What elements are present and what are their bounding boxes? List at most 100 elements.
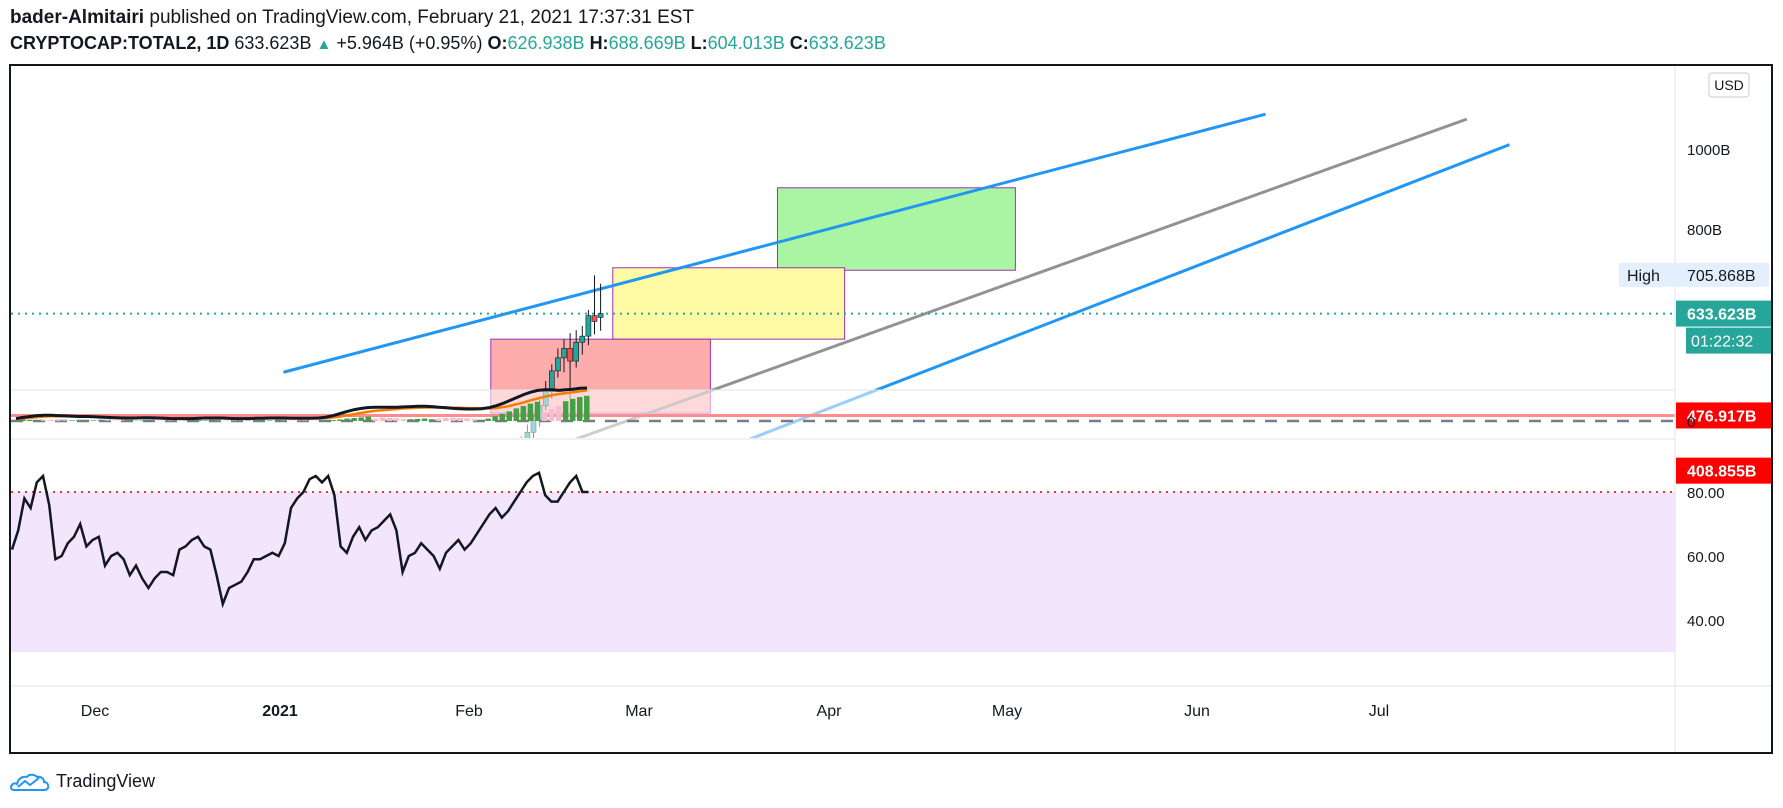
macd-histogram-bar	[139, 420, 146, 421]
macd-histogram-bar	[27, 419, 33, 421]
chart-canvas[interactable]: USD 1000B 800B High 705.868B 633.623B 01:22:32…	[11, 66, 1771, 752]
macd-line	[15, 386, 588, 421]
macd-histogram-bar	[393, 418, 400, 421]
candle-body	[513, 457, 518, 463]
support-label-1: 476.917B	[1687, 408, 1756, 425]
macd-histogram-bar	[428, 419, 435, 421]
tradingview-brand[interactable]: TradingView	[10, 770, 155, 792]
rsi-tick-label: 60.00	[1687, 549, 1725, 566]
symbol-label[interactable]: CRYPTOCAP:TOTAL2, 1D	[10, 33, 230, 53]
countdown-tag	[1686, 327, 1771, 354]
macd-histogram-bar	[224, 420, 230, 421]
macd-histogram-bar	[330, 420, 336, 421]
macd-histogram-bar	[414, 418, 421, 421]
macd-histogram-bar	[203, 420, 209, 421]
macd-histogram-bar	[189, 420, 195, 421]
up-arrow-icon: ▲	[316, 36, 332, 53]
candle-body	[555, 357, 561, 372]
macd-histogram-bar	[534, 401, 541, 421]
macd-pane-bg	[11, 390, 1675, 438]
macd-histogram-bar	[443, 418, 449, 421]
candle	[513, 451, 518, 470]
candle	[561, 339, 567, 373]
candle-body	[519, 441, 524, 457]
macd-histogram-bar	[34, 420, 40, 421]
macd-histogram-bar	[513, 408, 520, 421]
candle-body	[597, 313, 604, 318]
candle-body	[585, 315, 592, 337]
macd-histogram-bar	[196, 420, 202, 421]
last-price-tag	[1676, 300, 1771, 327]
brand-name: TradingView	[56, 770, 156, 791]
channel-upper-line	[283, 112, 1266, 374]
candle	[555, 348, 561, 378]
candle-body	[591, 315, 598, 322]
macd-histogram-bar	[499, 413, 505, 421]
chart-frame[interactable]: USD 1000B 800B High 705.868B 633.623B 01:22:32…	[9, 64, 1773, 754]
macd-histogram-bar	[548, 409, 555, 421]
macd-histogram-bar	[13, 419, 19, 421]
support-tag-2	[1676, 457, 1771, 484]
macd-histogram-bar	[541, 412, 548, 421]
macd-histogram-bar	[97, 420, 104, 421]
time-tick-label: Mar	[625, 703, 653, 720]
macd-histogram-bar	[450, 417, 456, 421]
macd-histogram-bar	[372, 418, 379, 421]
candle	[519, 436, 524, 457]
candle	[501, 470, 506, 494]
rsi-tick-label: 40.00	[1687, 613, 1725, 630]
candle	[507, 457, 512, 482]
close-value: 633.623B	[808, 33, 886, 53]
price-tick-label: 800B	[1687, 222, 1722, 239]
close-label: C:	[789, 33, 809, 53]
macd-histogram-bar	[485, 418, 491, 421]
change-value: +5.964B (+0.95%)	[336, 33, 483, 53]
channel-median-line	[574, 117, 1468, 438]
last-price-label: 633.623B	[1687, 307, 1756, 324]
candle-body	[579, 335, 586, 343]
macd-histogram-bar	[577, 397, 583, 421]
high-marker-bg	[1619, 262, 1769, 287]
time-tick-label: Jun	[1184, 703, 1210, 720]
high-label: H:	[589, 33, 609, 53]
macd-histogram-bar	[76, 420, 82, 421]
zone-target-2	[777, 187, 1016, 271]
high-value: 688.669B	[608, 33, 686, 53]
macd-histogram-bar	[104, 420, 111, 421]
macd-histogram-bar	[302, 420, 308, 421]
last-value: 633.623B	[234, 33, 312, 53]
time-tick-label: Dec	[81, 703, 109, 720]
macd-histogram-bar	[55, 420, 61, 421]
time-tick-label: Jul	[1369, 703, 1389, 720]
macd-histogram-bar	[365, 416, 371, 421]
macd-histogram-bar	[90, 420, 97, 421]
price-tick-label: 1000B	[1687, 142, 1730, 159]
time-tick-label: Apr	[817, 703, 843, 720]
candle-body	[561, 348, 567, 359]
macd-histogram-bar	[407, 419, 414, 421]
high-marker-label: High	[1627, 268, 1660, 285]
macd-histogram-bar	[111, 420, 118, 421]
macd-histogram-bar	[492, 416, 498, 421]
macd-histogram-bar	[527, 403, 534, 421]
macd-histogram-bar	[295, 420, 301, 421]
candle-body	[567, 348, 573, 362]
support-label-2: 408.855B	[1687, 464, 1756, 481]
macd-histogram-bar	[506, 411, 512, 421]
high-marker-value: 705.868B	[1687, 268, 1756, 285]
macd-zero-label: 0	[1687, 414, 1695, 431]
author-name[interactable]: bader-Almitairi	[10, 7, 145, 28]
macd-histogram-bar	[478, 419, 484, 421]
open-label: O:	[487, 33, 508, 53]
zone-target-1	[612, 267, 846, 340]
rsi-line	[11, 470, 589, 609]
published-text: published on TradingView.com, February 2…	[149, 7, 695, 28]
macd-histogram-bar	[471, 418, 477, 421]
time-tick-label: Feb	[455, 703, 483, 720]
macd-histogram-bar	[337, 419, 343, 421]
candle	[591, 275, 598, 335]
time-tick-label: 2021	[262, 703, 298, 720]
open-value: 626.938B	[507, 33, 585, 53]
tradingview-logo-icon	[10, 773, 50, 791]
macd-histogram-bar	[421, 418, 428, 421]
